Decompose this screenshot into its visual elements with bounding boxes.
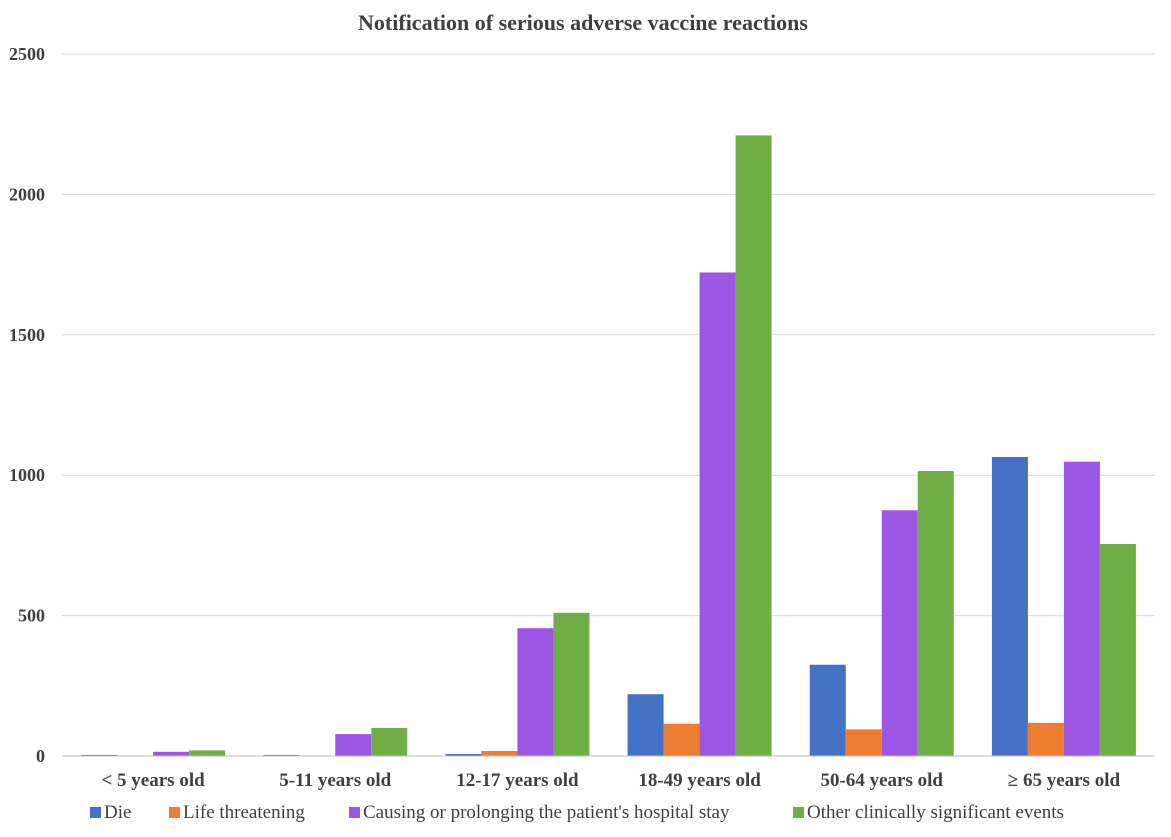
y-tick-label: 1500 xyxy=(9,325,45,345)
x-tick-label: 50-64 years old xyxy=(821,770,944,791)
bar xyxy=(1099,543,1136,756)
bar xyxy=(809,664,846,756)
x-tick-label: 5-11 years old xyxy=(279,770,391,791)
legend-swatch xyxy=(169,807,180,818)
y-tick-label: 2000 xyxy=(9,184,45,204)
legend-label: Causing or prolonging the patient's hosp… xyxy=(363,802,730,823)
y-tick-label: 500 xyxy=(18,606,45,626)
bar xyxy=(699,272,736,756)
bar xyxy=(663,723,700,756)
bar xyxy=(845,729,882,756)
bar xyxy=(553,612,590,756)
bar xyxy=(371,727,408,756)
legend: Die Life threatening Causing or prolonging… xyxy=(90,802,1064,823)
x-tick-label: < 5 years old xyxy=(101,770,205,791)
legend-swatch xyxy=(349,807,360,818)
bar xyxy=(517,628,554,756)
y-axis-ticks: 0 500 1000 1500 2000 2500 xyxy=(9,44,45,766)
x-axis-ticks: < 5 years old 5-11 years old 12-17 years o… xyxy=(101,770,1120,791)
x-tick-label: 12-17 years old xyxy=(456,770,579,791)
bar xyxy=(335,734,372,756)
bar xyxy=(1063,461,1100,756)
bar xyxy=(627,694,664,756)
y-tick-label: 0 xyxy=(36,746,45,766)
bar xyxy=(189,750,226,756)
x-tick-label: ≥ 65 years old xyxy=(1008,770,1121,791)
bar xyxy=(1027,722,1064,756)
y-tick-label: 2500 xyxy=(9,44,45,64)
legend-label: Die xyxy=(104,802,131,823)
bar xyxy=(917,470,954,756)
x-tick-label: 18-49 years old xyxy=(638,770,761,791)
chart-title: Notification of serious adverse vaccine … xyxy=(358,10,808,35)
legend-label: Life threatening xyxy=(183,802,305,823)
bar xyxy=(735,135,772,756)
bar xyxy=(153,751,190,756)
bar xyxy=(445,754,482,756)
bar xyxy=(481,750,518,756)
legend-label: Other clinically significant events xyxy=(807,802,1064,823)
gridlines xyxy=(62,53,1155,617)
legend-swatch xyxy=(90,807,101,818)
legend-swatch xyxy=(793,807,804,818)
bar xyxy=(881,510,918,756)
bar xyxy=(991,456,1028,756)
bars xyxy=(81,135,1136,756)
y-tick-label: 1000 xyxy=(9,465,45,485)
